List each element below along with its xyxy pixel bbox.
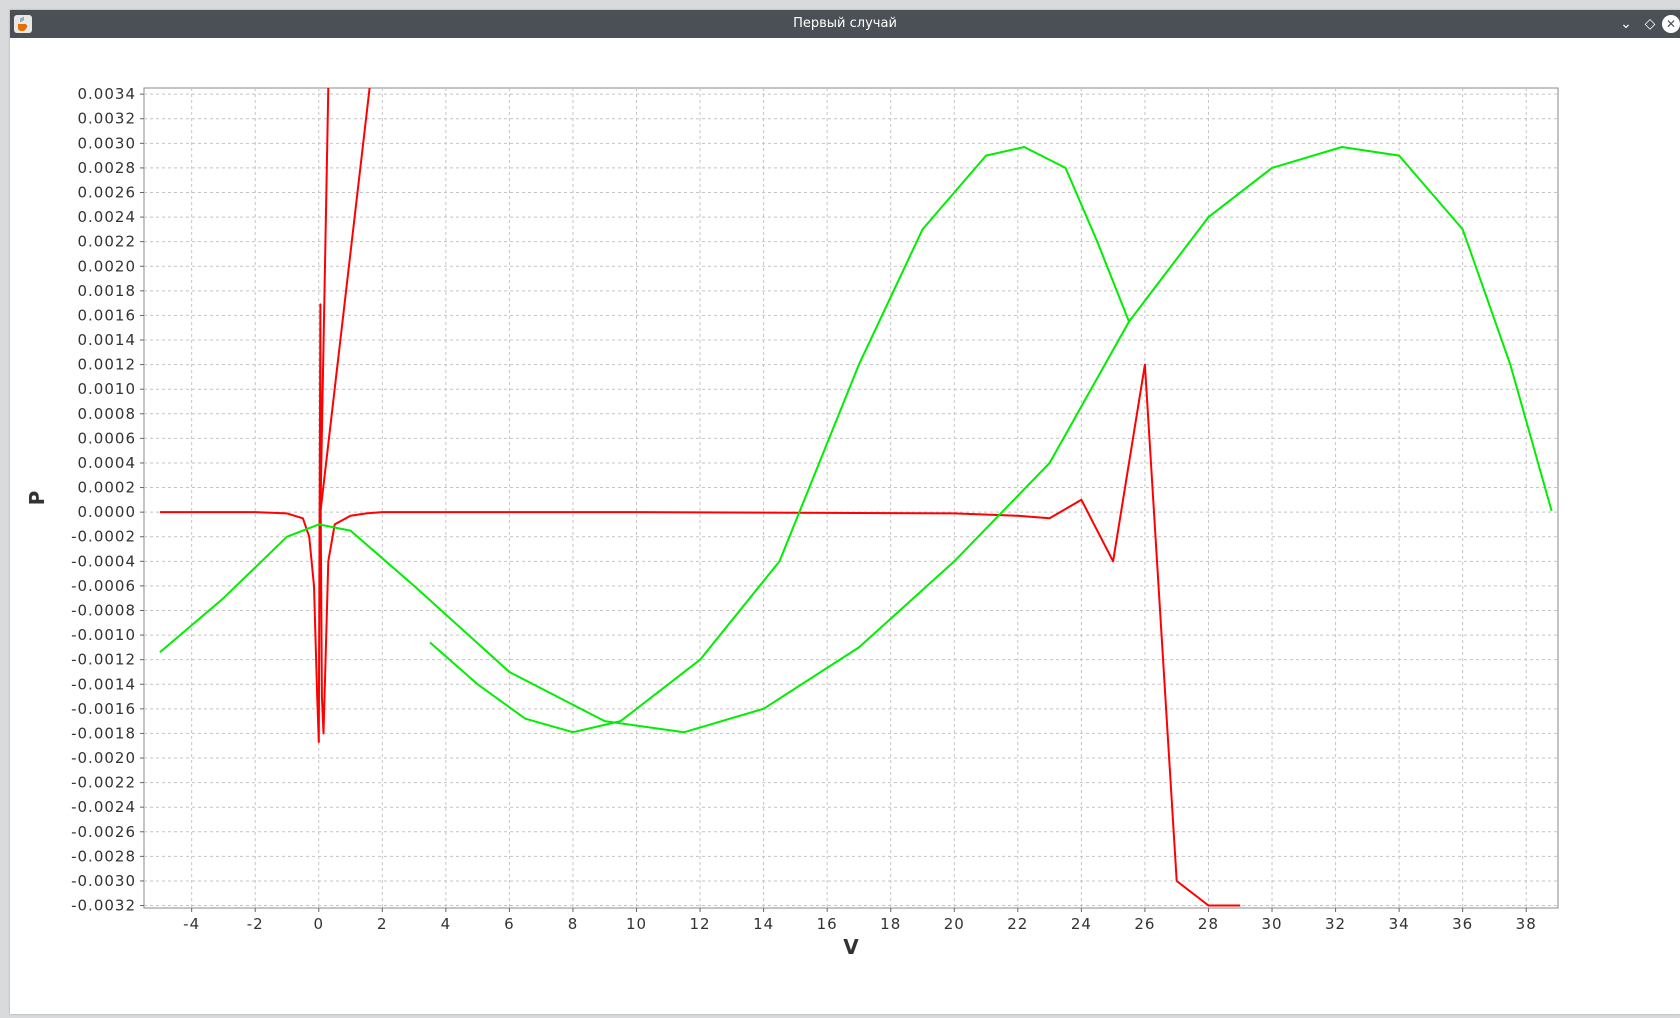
y-tick-label: -0.0030 — [71, 872, 136, 890]
y-tick-label: -0.0014 — [71, 675, 136, 693]
x-tick-label: 32 — [1325, 915, 1346, 933]
x-tick-label: -4 — [183, 915, 200, 933]
y-tick-label: -0.0028 — [71, 847, 136, 865]
x-tick-label: 34 — [1389, 915, 1410, 933]
y-tick-label: 0.0024 — [78, 208, 137, 226]
y-tick-label: 0.0026 — [78, 183, 137, 201]
x-tick-label: 18 — [880, 915, 901, 933]
y-tick-label: -0.0002 — [71, 528, 136, 546]
y-tick-label: -0.0006 — [71, 577, 136, 595]
x-tick-label: 8 — [568, 915, 579, 933]
series-line-4 — [429, 146, 1553, 734]
y-tick-label: 0.0018 — [78, 282, 137, 300]
y-tick-label: -0.0020 — [71, 749, 136, 767]
series-line-0 — [159, 303, 1241, 907]
x-tick-label: 4 — [441, 915, 452, 933]
y-tick-label: 0.0002 — [78, 479, 137, 497]
grid-lines — [143, 87, 1559, 909]
y-tick-label: 0.0022 — [78, 233, 137, 251]
x-tick-label: 0 — [313, 915, 324, 933]
series-line-3 — [159, 321, 1130, 734]
y-tick-label: 0.0034 — [78, 85, 137, 103]
diamond-restore-icon[interactable]: ◇ — [1644, 16, 1656, 32]
y-tick-label: 0.0020 — [78, 257, 137, 275]
app-window: Первый случай ⌄ ◇ ✕ -4 -2 0 2 4 6 8 10 12 14 16 18 2… — [10, 10, 1680, 1014]
y-tick-label: -0.0004 — [71, 552, 136, 570]
x-tick-label: 26 — [1134, 915, 1155, 933]
x-tick-label: 28 — [1198, 915, 1219, 933]
x-tick-label: 12 — [690, 915, 711, 933]
y-axis-label: P — [25, 491, 49, 506]
y-tick-label: -0.0026 — [71, 823, 136, 841]
y-tick-label: -0.0032 — [71, 897, 136, 915]
y-tick-label: -0.0010 — [71, 626, 136, 644]
axis-ticks: -4 -2 0 2 4 6 8 10 12 14 16 18 20 22 24 26 28 30 32 34 36 380… — [71, 85, 1537, 933]
y-tick-label: 0.0004 — [78, 454, 137, 472]
window-title: Первый случай — [793, 16, 897, 31]
y-tick-label: 0.0032 — [78, 110, 137, 128]
y-tick-label: 0.0006 — [78, 429, 137, 447]
x-tick-label: 22 — [1007, 915, 1028, 933]
title-bar[interactable]: Первый случай ⌄ ◇ ✕ — [10, 10, 1680, 38]
line-chart: -4 -2 0 2 4 6 8 10 12 14 16 18 20 22 24 26 28 30 32 34 36 380… — [25, 85, 1559, 959]
x-tick-label: 10 — [626, 915, 647, 933]
chart-panel: -4 -2 0 2 4 6 8 10 12 14 16 18 20 22 24 26 28 30 32 34 36 38 0… — [10, 38, 1680, 1014]
x-tick-label: 38 — [1516, 915, 1537, 933]
y-tick-label: -0.0012 — [71, 651, 136, 669]
y-tick-label: -0.0022 — [71, 774, 136, 792]
y-tick-label: 0.0030 — [78, 134, 137, 152]
y-tick-label: 0.0028 — [78, 159, 137, 177]
y-tick-label: 0.0000 — [78, 503, 137, 521]
series-line-1 — [319, 88, 330, 513]
y-tick-label: -0.0024 — [71, 798, 136, 816]
y-tick-label: 0.0014 — [78, 331, 137, 349]
x-tick-label: 36 — [1452, 915, 1473, 933]
x-axis-label: V — [843, 935, 859, 959]
series-line-2 — [319, 88, 371, 513]
close-icon[interactable]: ✕ — [1662, 15, 1680, 33]
series-layer — [159, 88, 1553, 907]
x-tick-label: 24 — [1071, 915, 1092, 933]
x-tick-label: 30 — [1261, 915, 1282, 933]
chevron-down-icon[interactable]: ⌄ — [1620, 16, 1632, 32]
y-tick-label: 0.0010 — [78, 380, 137, 398]
y-tick-label: -0.0018 — [71, 724, 136, 742]
x-tick-label: 20 — [944, 915, 965, 933]
plot-frame — [143, 87, 1559, 909]
x-tick-label: 2 — [377, 915, 388, 933]
x-tick-label: 6 — [504, 915, 515, 933]
x-tick-label: 16 — [817, 915, 838, 933]
x-tick-label: -2 — [247, 915, 264, 933]
y-tick-label: -0.0016 — [71, 700, 136, 718]
y-tick-label: 0.0008 — [78, 405, 137, 423]
x-tick-label: 14 — [753, 915, 774, 933]
y-tick-label: -0.0008 — [71, 601, 136, 619]
java-cup-icon — [14, 15, 32, 33]
y-tick-label: 0.0016 — [78, 306, 137, 324]
y-tick-label: 0.0012 — [78, 356, 137, 374]
